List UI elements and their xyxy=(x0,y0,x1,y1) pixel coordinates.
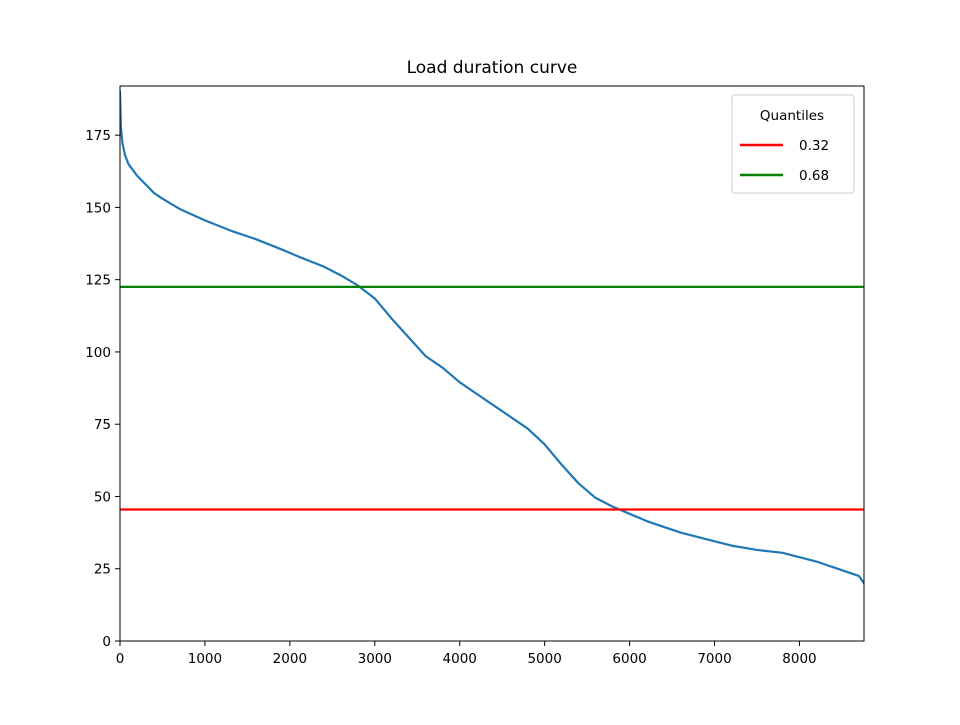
axes-frame xyxy=(119,85,865,642)
x-tick-label: 6000 xyxy=(612,651,646,667)
x-tick-label: 8000 xyxy=(782,651,816,667)
x-tick-label: 2000 xyxy=(273,651,307,667)
legend: Quantiles 0.32 0.68 xyxy=(731,94,855,194)
plot-clip-group xyxy=(120,90,864,585)
y-tick-label: 50 xyxy=(94,489,111,505)
y-tick-label: 175 xyxy=(85,128,111,144)
legend-label-0-32: 0.32 xyxy=(799,138,829,154)
y-tick-label: 75 xyxy=(94,417,111,433)
x-tick-label: 5000 xyxy=(527,651,561,667)
y-tick-label: 150 xyxy=(85,200,111,216)
axes: 0 1000 2000 3000 4000 5000 6000 7000 8000 0 25 50 75… xyxy=(85,85,865,667)
y-tick-label: 125 xyxy=(85,273,111,289)
x-tick-label: 4000 xyxy=(443,651,477,667)
series-line-0 xyxy=(120,90,864,585)
legend-box xyxy=(731,94,855,194)
x-tick-label: 7000 xyxy=(697,651,731,667)
x-tick-label: 0 xyxy=(116,651,125,667)
y-tick-label: 0 xyxy=(102,634,111,650)
legend-title: Quantiles xyxy=(760,108,824,124)
plot-area xyxy=(120,90,864,585)
x-tick-label: 1000 xyxy=(188,651,222,667)
legend-label-0-68: 0.68 xyxy=(799,168,829,184)
x-tick-label: 3000 xyxy=(358,651,392,667)
chart-title: Load duration curve xyxy=(407,58,578,78)
y-tick-label: 100 xyxy=(85,345,111,361)
y-tick-label: 25 xyxy=(94,562,111,578)
